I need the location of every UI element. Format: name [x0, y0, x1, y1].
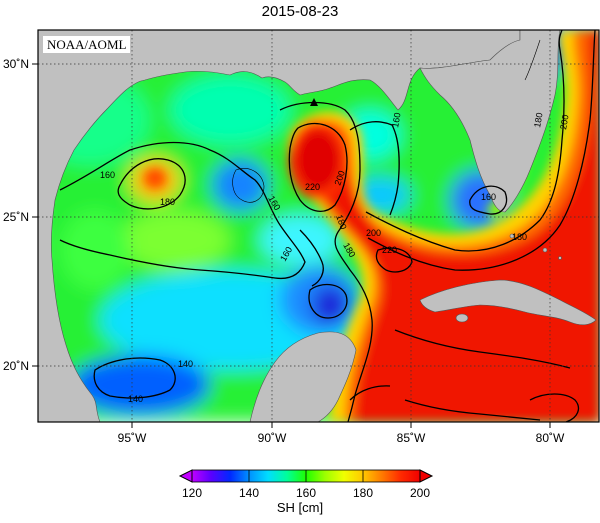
colorbar-over-arrow [419, 469, 434, 483]
colorbar-tick-label: 180 [353, 486, 373, 500]
contour-label: 160 [390, 112, 402, 129]
credit-label: NOAA/AOML [43, 36, 131, 53]
contour-label: 200 [332, 169, 347, 187]
lon-tick-label: 85˚W [397, 431, 426, 445]
triangle-marker [310, 98, 318, 106]
lon-tick-label: 80˚W [536, 431, 565, 445]
colorbar-tick-label: 160 [296, 486, 316, 500]
colorbar-tick-label: 120 [182, 486, 202, 500]
colorbar-under-arrow [178, 469, 193, 483]
colorbar-ticks: 120 140 160 180 200 [182, 470, 430, 500]
tick-marks [32, 63, 551, 428]
lat-axis-labels: 30˚N 25˚N 20˚N [3, 57, 29, 373]
contour-label: 180 [160, 197, 175, 207]
land [38, 30, 597, 422]
lat-tick-label: 20˚N [3, 359, 29, 373]
lat-tick-label: 25˚N [3, 210, 29, 224]
contour-label: 140 [128, 394, 143, 404]
contour-label: 160 [481, 192, 496, 202]
colorbar: 120 140 160 180 200 [178, 469, 434, 500]
graticule [38, 30, 599, 422]
contour-label: 140 [178, 359, 193, 369]
colorbar-tick-label: 140 [239, 486, 259, 500]
map-title: 2015-08-23 [261, 3, 339, 20]
contour-lines [59, 30, 596, 422]
colorbar-label: SH [cm] [276, 500, 324, 515]
contour-label-group: 160 180 160 160 180 220 200 180 180 160 … [100, 112, 571, 404]
colorbar-tick-label: 200 [410, 486, 430, 500]
lon-tick-label: 90˚W [258, 431, 287, 445]
contour-label: 180 [532, 112, 544, 129]
contour-label: 200 [366, 228, 381, 238]
lon-tick-label: 95˚W [118, 431, 147, 445]
contour-label: 180 [334, 213, 349, 231]
map-frame [37, 29, 600, 423]
lon-axis-labels: 95˚W 90˚W 85˚W 80˚W [118, 431, 565, 445]
contour-label: 220 [382, 245, 397, 255]
contour-label: 180 [512, 232, 527, 242]
lat-tick-label: 30˚N [3, 57, 29, 71]
contour-label: 220 [305, 182, 320, 192]
contour-label: 200 [558, 114, 570, 131]
contour-label: 160 [100, 170, 115, 180]
